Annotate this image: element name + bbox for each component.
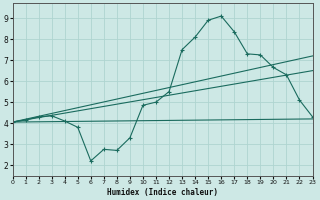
X-axis label: Humidex (Indice chaleur): Humidex (Indice chaleur) <box>107 188 218 197</box>
